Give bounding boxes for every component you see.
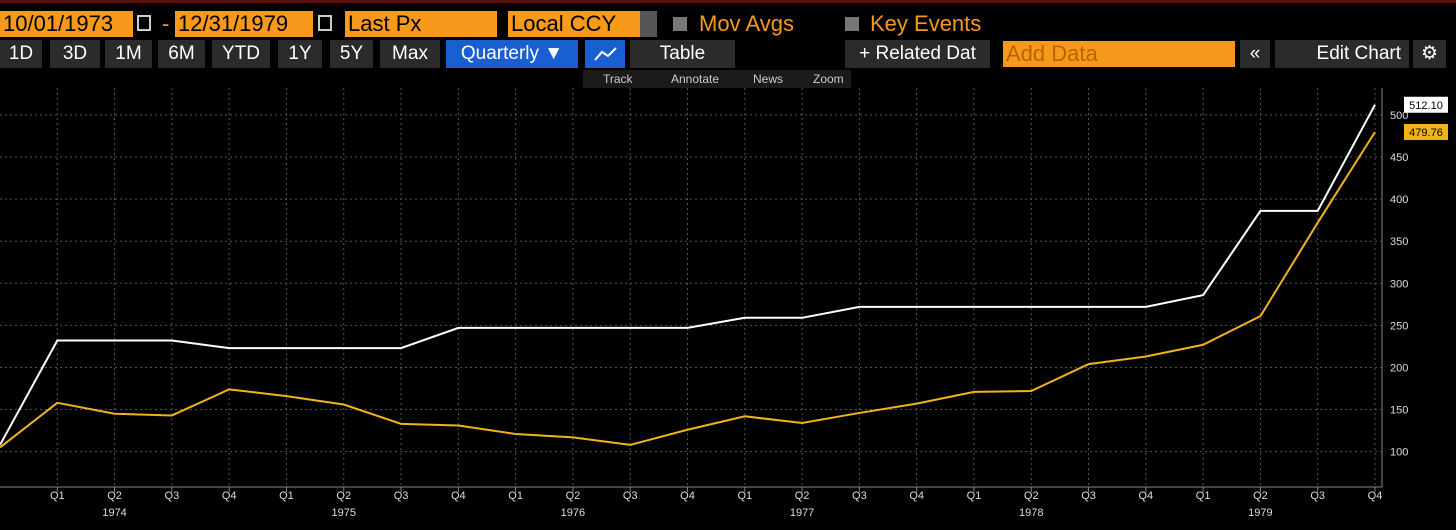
year-label: 1975 (332, 507, 356, 519)
last-value-box (1404, 96, 1448, 113)
x-tick-label: Q4 (1368, 490, 1383, 502)
end-date[interactable]: 12/31/1979 (175, 11, 313, 37)
x-tick-label: Q1 (737, 490, 752, 502)
x-tick-label: Q4 (909, 490, 924, 502)
y-tick-label: 150 (1390, 405, 1408, 417)
y-tick-label: 250 (1390, 320, 1408, 332)
x-tick-label: Q1 (967, 490, 982, 502)
year-label: 1974 (102, 507, 126, 519)
top-border (0, 0, 1456, 3)
x-tick-label: Q4 (451, 490, 466, 502)
mov-avgs[interactable]: Mov Avgs (699, 11, 794, 36)
x-tick-label: Q3 (165, 490, 180, 502)
x-tick-label: Q2 (1024, 490, 1039, 502)
chart-icon (594, 47, 617, 61)
calendar-icon[interactable] (318, 15, 332, 31)
series-line (0, 131, 1376, 449)
last-value-label: 512.10 (1409, 100, 1443, 112)
table-button[interactable]: Table (630, 40, 735, 68)
year-label: 1979 (1248, 507, 1272, 519)
x-tick-label: Q2 (107, 490, 122, 502)
x-tick-label: Q2 (336, 490, 351, 502)
range-button[interactable]: 6M (158, 40, 205, 68)
x-tick-label: Q1 (508, 490, 523, 502)
x-tick-label: Q3 (1081, 490, 1096, 502)
add-data-input[interactable]: Add Data (1003, 41, 1235, 67)
x-tick-label: Q2 (1253, 490, 1268, 502)
settings-button[interactable]: ⚙ (1413, 40, 1446, 68)
range-button[interactable]: YTD (212, 40, 270, 68)
year-label: 1977 (790, 507, 814, 519)
dropdown-arrow[interactable] (640, 11, 657, 37)
y-tick-label: 100 (1390, 447, 1408, 459)
x-tick-label: Q3 (852, 490, 867, 502)
year-label: 1976 (561, 507, 585, 519)
collapse-button[interactable]: « (1240, 40, 1270, 68)
x-tick-label: Q4 (1138, 490, 1153, 502)
chart-tool[interactable]: News (753, 72, 784, 86)
checkbox[interactable] (673, 17, 687, 31)
y-tick-label: 500 (1390, 110, 1408, 122)
date-separator: - (162, 11, 170, 36)
year-label: 1978 (1019, 507, 1043, 519)
calendar-icon[interactable] (137, 15, 151, 31)
x-tick-label: Q2 (566, 490, 581, 502)
chart-tools (583, 70, 851, 88)
chart-type-button[interactable] (585, 40, 625, 68)
x-tick-label: Q4 (680, 490, 695, 502)
currency-select[interactable]: Local CCY (508, 11, 640, 37)
range-button[interactable]: 1M (105, 40, 152, 68)
range-button[interactable]: Max (380, 40, 440, 68)
y-tick-label: 400 (1390, 194, 1408, 206)
y-tick-label: 200 (1390, 362, 1408, 374)
x-tick-label: Q1 (50, 490, 65, 502)
x-tick-label: Q3 (623, 490, 638, 502)
y-tick-label: 450 (1390, 152, 1408, 164)
checkbox[interactable] (845, 17, 859, 31)
edit-chart-button[interactable]: Edit Chart (1275, 40, 1409, 68)
x-tick-label: Q1 (279, 490, 294, 502)
range-button[interactable]: 1D (0, 40, 42, 68)
field-select[interactable]: Last Px (345, 11, 497, 37)
series-line (0, 104, 1376, 446)
key-events[interactable]: Key Events (870, 11, 982, 36)
x-tick-label: Q3 (394, 490, 409, 502)
range-button[interactable]: 3D (50, 40, 100, 68)
y-tick-label: 350 (1390, 236, 1408, 248)
last-value-label: 479.76 (1409, 127, 1443, 139)
x-tick-label: Q1 (1196, 490, 1211, 502)
related-data-button[interactable]: + Related Dat (845, 40, 990, 68)
period-button[interactable]: Quarterly ▼ (446, 40, 578, 68)
chart-tool[interactable]: Annotate (671, 72, 720, 86)
range-button[interactable]: 5Y (330, 40, 373, 68)
x-tick-label: Q4 (222, 490, 237, 502)
start-date[interactable]: 10/01/1973 (0, 11, 133, 37)
last-value-box (1404, 123, 1448, 140)
x-tick-label: Q2 (795, 490, 810, 502)
x-tick-label: Q3 (1310, 490, 1325, 502)
chart-tool[interactable]: Track (603, 72, 633, 86)
y-tick-label: 300 (1390, 278, 1408, 290)
chart-tool[interactable]: Zoom (813, 72, 844, 86)
range-button[interactable]: 1Y (278, 40, 322, 68)
